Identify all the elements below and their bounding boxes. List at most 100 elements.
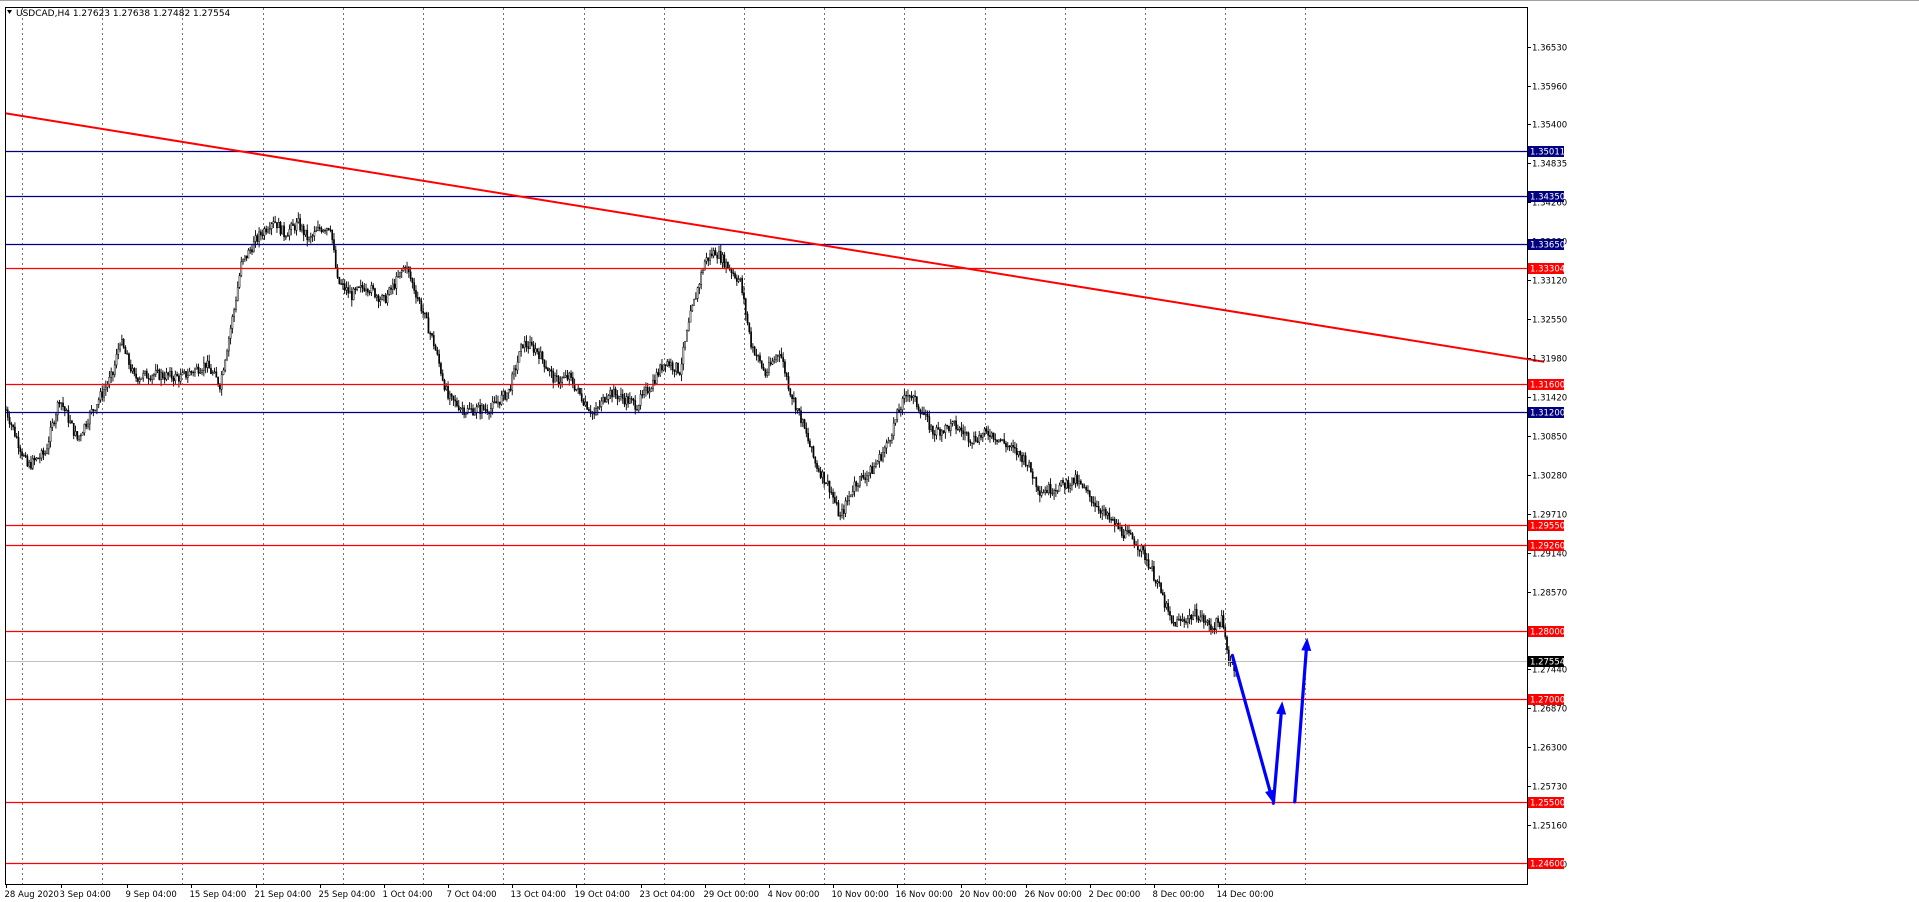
- bull-candle: [213, 371, 216, 373]
- bull-candle: [365, 288, 367, 292]
- time-tick-label: 25 Sep 04:00: [319, 890, 376, 900]
- bear-candle: [735, 277, 738, 282]
- bull-candle: [826, 480, 829, 485]
- bear-candle: [320, 228, 323, 233]
- time-tick-label: 19 Oct 04:00: [575, 890, 630, 900]
- bull-candle: [596, 407, 599, 409]
- bear-candle: [1179, 618, 1182, 621]
- bull-candle: [903, 394, 906, 399]
- bear-candle: [716, 254, 719, 259]
- bear-candle: [1169, 611, 1171, 616]
- bear-candle: [1170, 615, 1173, 623]
- bear-candle: [438, 353, 440, 364]
- bull-candle: [1204, 621, 1207, 623]
- time-tick-label: 15 Sep 04:00: [190, 890, 247, 900]
- bull-candle: [958, 427, 961, 430]
- bull-candle: [254, 235, 257, 242]
- bull-candle: [1040, 492, 1043, 496]
- bear-candle: [72, 422, 75, 436]
- bull-candle: [698, 284, 701, 288]
- bull-candle: [391, 283, 394, 290]
- bull-candle: [516, 361, 519, 371]
- bear-candle: [785, 372, 788, 377]
- bull-candle: [1188, 615, 1191, 619]
- bull-candle: [940, 430, 943, 436]
- bear-candle: [634, 400, 637, 410]
- bear-candle: [677, 362, 679, 374]
- horizontal-levels[interactable]: [6, 150, 1527, 865]
- bull-candle: [69, 420, 72, 423]
- bull-candle: [810, 446, 813, 448]
- bear-candle: [128, 353, 130, 365]
- bear-candle: [12, 424, 14, 428]
- bear-candle: [976, 440, 979, 443]
- bear-candle: [746, 313, 749, 324]
- level-price-tag: [1528, 239, 1564, 250]
- bull-candle: [1106, 512, 1109, 516]
- bull-candle: [951, 421, 954, 424]
- bull-candle: [548, 369, 551, 372]
- bull-candle: [523, 340, 526, 348]
- bull-candle: [286, 235, 289, 237]
- bear-candle: [363, 287, 366, 292]
- bear-candle: [112, 371, 114, 376]
- bull-candle: [493, 401, 496, 403]
- bull-candle: [675, 362, 678, 372]
- bull-candle: [858, 476, 861, 487]
- bull-candle: [74, 431, 77, 436]
- bull-candle: [113, 364, 116, 376]
- price-tick-label: 1.33120: [1532, 277, 1567, 287]
- bull-candle: [397, 276, 399, 278]
- bear-candle: [750, 331, 752, 348]
- bull-candle: [564, 375, 567, 378]
- bear-candle: [24, 454, 27, 457]
- bear-candle: [261, 234, 264, 237]
- bull-candle: [739, 278, 742, 280]
- bull-candle: [242, 258, 244, 262]
- chevron-down-icon[interactable]: [7, 10, 12, 14]
- bull-candle: [1083, 487, 1086, 489]
- bull-candle: [224, 359, 227, 371]
- bull-candle: [290, 223, 293, 230]
- bull-candle: [1033, 477, 1036, 479]
- bear-candle: [340, 283, 342, 285]
- bull-candle: [981, 432, 984, 438]
- bull-candle: [978, 434, 981, 443]
- bear-candle: [76, 431, 79, 440]
- bear-candle: [1031, 471, 1034, 479]
- downward-trendline[interactable]: [5, 112, 1545, 363]
- projection-arrows[interactable]: [1230, 637, 1312, 805]
- bull-candle: [775, 355, 777, 361]
- bear-candle: [971, 442, 973, 444]
- bear-candle: [522, 344, 524, 348]
- bear-candle: [14, 426, 16, 437]
- bull-candle: [873, 466, 875, 474]
- bull-candle: [559, 382, 562, 385]
- bull-candle: [151, 375, 154, 380]
- bull-candle: [776, 355, 779, 357]
- bull-candle: [304, 229, 307, 236]
- bear-candle: [1015, 447, 1018, 456]
- bear-candle: [1217, 618, 1219, 623]
- bear-candle: [541, 351, 544, 361]
- bull-candle: [666, 361, 669, 366]
- bear-candle: [1063, 482, 1066, 489]
- bear-candle: [274, 221, 277, 223]
- bull-candle: [846, 500, 849, 502]
- bear-candle: [678, 372, 681, 375]
- bear-candle: [407, 266, 410, 273]
- level-price-label: 1.33304: [1530, 265, 1565, 275]
- bear-candle: [764, 369, 767, 376]
- bull-candle: [56, 402, 59, 416]
- bear-candle: [71, 420, 73, 424]
- bull-candle: [277, 222, 280, 229]
- bull-candle: [600, 400, 603, 407]
- bull-candle: [194, 368, 196, 374]
- bull-candle: [356, 286, 359, 290]
- bull-candle: [39, 457, 41, 460]
- bear-candle: [472, 408, 474, 416]
- bear-candle: [158, 369, 161, 380]
- bull-candle: [878, 454, 881, 462]
- bear-candle: [167, 372, 170, 376]
